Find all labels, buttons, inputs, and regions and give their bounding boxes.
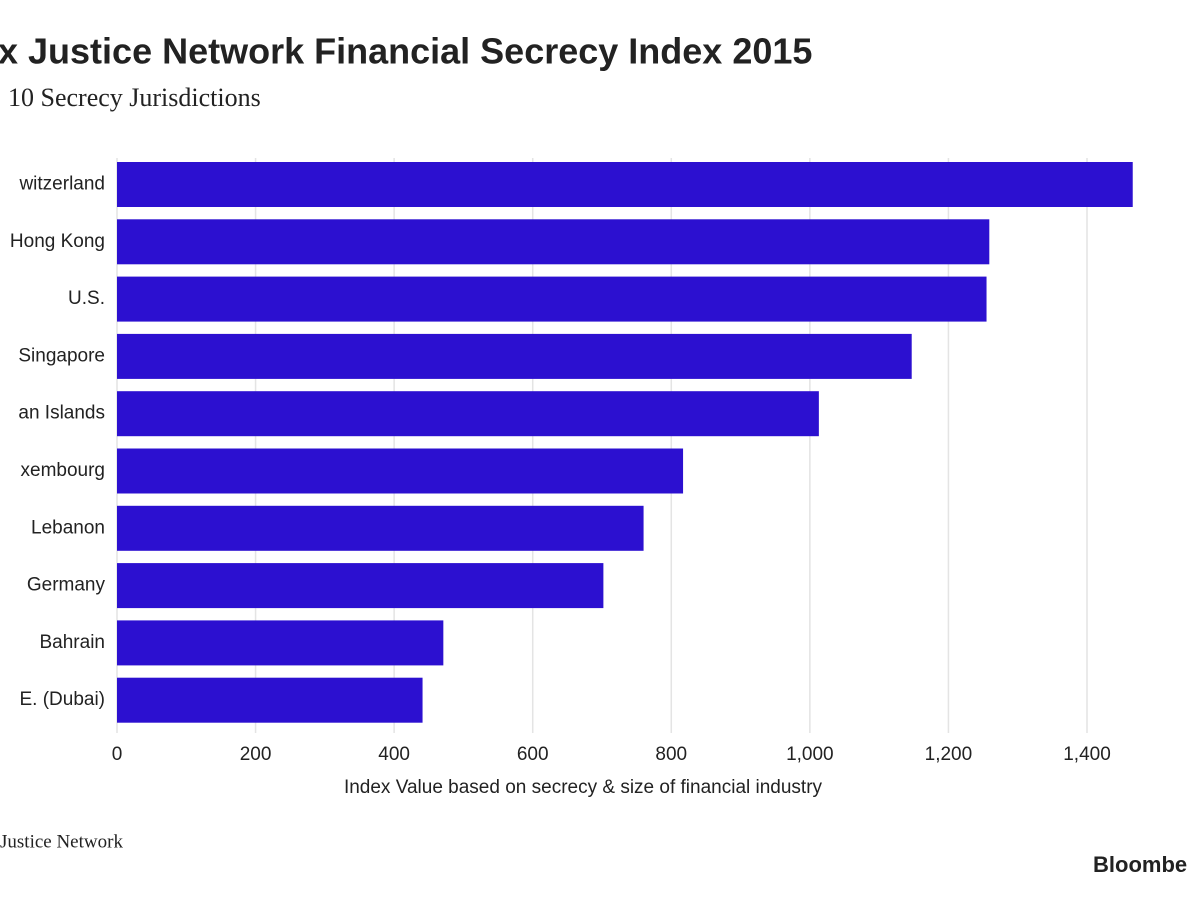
y-tick-label: Hong Kong <box>10 231 105 252</box>
bar <box>117 677 423 723</box>
chart-title: x Justice Network Financial Secrecy Inde… <box>0 31 812 72</box>
x-tick-label: 1,200 <box>925 744 973 765</box>
bar <box>117 448 684 494</box>
y-tick-label: Germany <box>27 575 106 596</box>
x-tick-label: 0 <box>112 744 123 765</box>
x-tick-label: 400 <box>378 744 410 765</box>
x-tick-label: 200 <box>240 744 272 765</box>
y-tick-label: U.S. <box>68 288 105 309</box>
bar <box>117 620 444 666</box>
y-tick-label: Bahrain <box>40 632 106 653</box>
bar <box>117 276 987 322</box>
x-tick-label: 800 <box>655 744 687 765</box>
bar <box>117 162 1133 207</box>
x-axis-title: Index Value based on secrecy & size of f… <box>344 777 823 798</box>
source: Justice Network <box>0 831 123 852</box>
bar <box>117 563 604 609</box>
bar <box>117 505 644 551</box>
chart-subtitle: 10 Secrecy Jurisdictions <box>8 83 261 112</box>
x-tick-label: 600 <box>517 744 549 765</box>
y-tick-label: an Islands <box>18 403 105 424</box>
y-tick-label: E. (Dubai) <box>19 689 105 710</box>
y-tick-label: Singapore <box>18 345 105 366</box>
bar <box>117 219 990 265</box>
x-tick-label: 1,000 <box>786 744 834 765</box>
y-tick-label: witzerland <box>18 174 105 195</box>
bar <box>117 333 912 379</box>
y-tick-label: xembourg <box>21 460 106 481</box>
y-tick-label: Lebanon <box>31 517 105 538</box>
x-tick-label: 1,400 <box>1063 744 1111 765</box>
bar <box>117 391 819 437</box>
brand: Bloombe <box>1093 852 1187 877</box>
